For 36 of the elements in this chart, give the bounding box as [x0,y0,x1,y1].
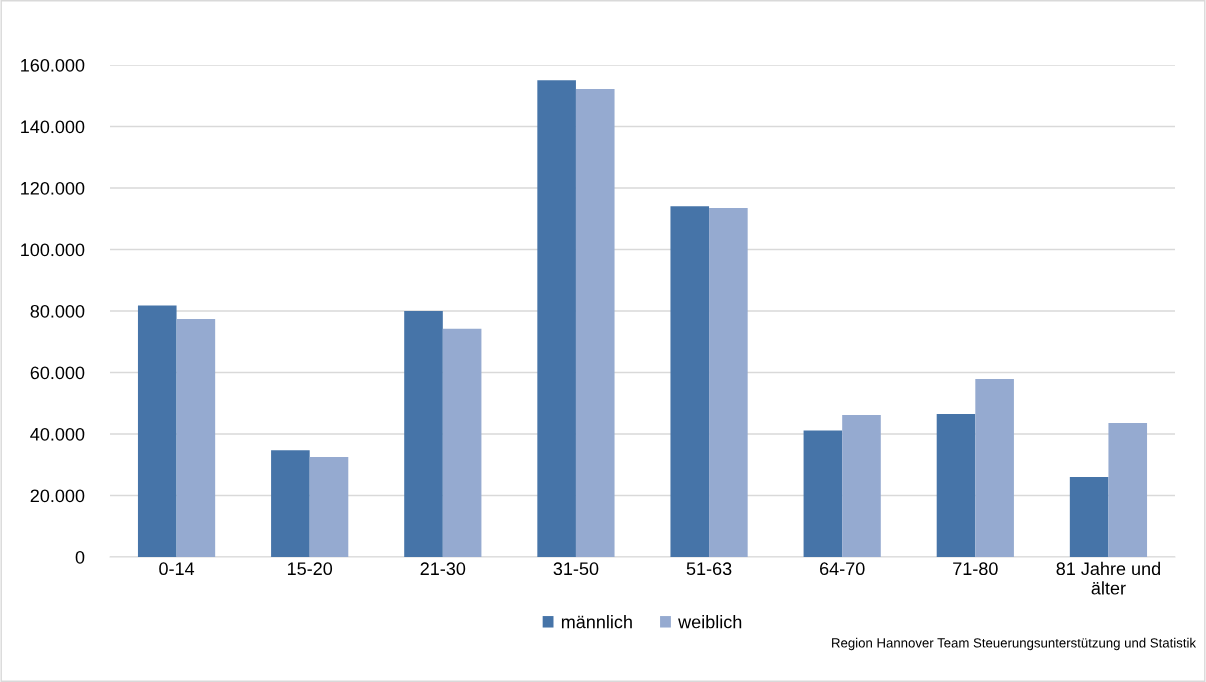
bar [404,311,443,557]
y-tick-label: 20.000 [30,489,85,503]
y-tick-label: 120.000 [21,181,85,195]
y-tick-label: 160.000 [21,58,85,72]
y-tick-label: 80.000 [30,304,85,318]
bar [803,430,843,557]
x-tick-label: 21-30 [420,562,466,576]
bar [936,414,976,557]
bar [271,450,310,557]
bar [537,80,576,557]
y-tick-label: 100.000 [21,243,85,257]
bar [709,207,748,557]
x-tick-label: 0-14 [159,562,195,576]
x-tick-label: 51-63 [686,562,732,576]
bar [1069,477,1109,557]
x-tick-label: 81 Jahre und älter [1056,561,1160,595]
bar [842,414,881,557]
y-tick-label: 40.000 [30,427,85,441]
bar [442,328,482,557]
x-tick-label: 64-70 [820,562,865,576]
y-tick-label: 60.000 [30,366,85,380]
bar [176,318,216,557]
x-tick-label: 71-80 [953,562,998,576]
x-tick-label: 31-50 [553,562,599,576]
bar [670,206,710,557]
text: Region Hannover Team Steuerungsunterstützung und Statistik [832,637,1197,651]
y-tick-label: 0 [75,550,85,564]
bar [575,88,615,557]
bar [1108,422,1148,557]
bar [309,457,349,557]
x-tick-label: 15-20 [287,562,333,576]
bar [975,378,1014,557]
y-tick-label: 140.000 [21,120,85,134]
legend-label: weiblich [678,615,742,629]
legend-label: männlich [561,615,632,629]
bar [137,305,177,557]
